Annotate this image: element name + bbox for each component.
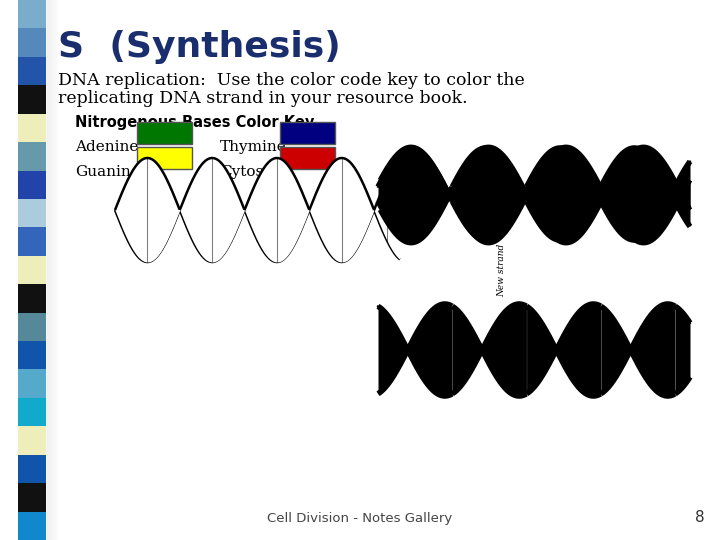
Bar <box>18 369 46 398</box>
Text: Cell Division - Notes Gallery: Cell Division - Notes Gallery <box>267 512 453 525</box>
Text: New strand: New strand <box>498 244 506 296</box>
Bar <box>18 199 46 227</box>
Text: 8: 8 <box>696 510 705 525</box>
Bar <box>18 29 46 57</box>
Bar <box>50 0 52 540</box>
Bar <box>18 171 46 199</box>
Bar <box>53 0 55 540</box>
Bar <box>18 142 46 171</box>
Bar <box>48 0 50 540</box>
Bar <box>18 57 46 85</box>
Bar <box>18 511 46 540</box>
Bar <box>51 0 53 540</box>
Text: Thymine: Thymine <box>220 140 287 154</box>
Bar <box>57 0 59 540</box>
Text: DNA replication:  Use the color code key to color the: DNA replication: Use the color code key … <box>58 72 525 89</box>
Bar <box>49 0 51 540</box>
Text: Adenine: Adenine <box>75 140 138 154</box>
Bar <box>18 85 46 114</box>
Text: replicating DNA strand in your resource book.: replicating DNA strand in your resource … <box>58 90 467 107</box>
Bar <box>18 284 46 313</box>
Bar <box>18 483 46 511</box>
Bar <box>18 455 46 483</box>
Bar <box>56 0 58 540</box>
Bar <box>18 227 46 256</box>
Bar <box>18 0 46 29</box>
Bar <box>54 0 56 540</box>
Bar <box>280 122 335 144</box>
Bar <box>18 426 46 455</box>
Bar <box>137 122 192 144</box>
Bar <box>18 398 46 426</box>
Text: Cytosine: Cytosine <box>220 165 287 179</box>
Text: Nitrogenous Bases Color Key: Nitrogenous Bases Color Key <box>75 115 315 130</box>
Text: S  (Synthesis): S (Synthesis) <box>58 30 341 64</box>
Bar <box>18 256 46 284</box>
Text: Guanine: Guanine <box>75 165 140 179</box>
Bar <box>280 147 335 169</box>
Bar <box>46 0 48 540</box>
Bar <box>137 147 192 169</box>
Bar <box>47 0 49 540</box>
Bar <box>18 341 46 369</box>
Bar <box>55 0 57 540</box>
Bar <box>18 114 46 142</box>
Bar <box>18 313 46 341</box>
Bar <box>52 0 54 540</box>
Bar <box>0 0 56 540</box>
